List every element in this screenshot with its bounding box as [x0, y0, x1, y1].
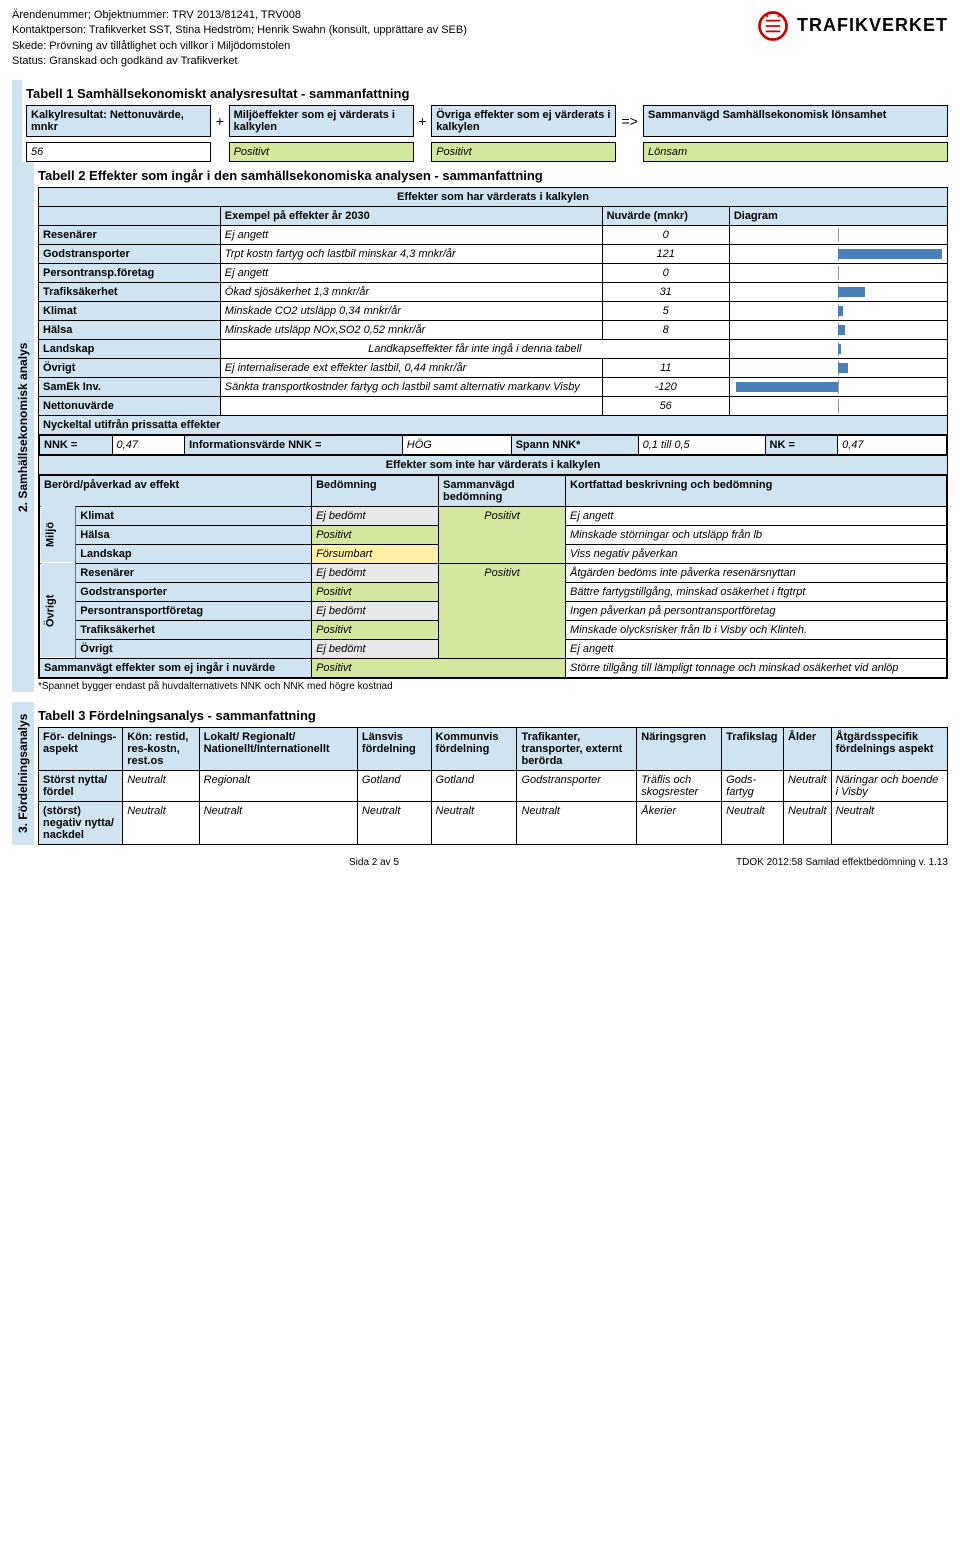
table2: Effekter som har värderats i kalkylen Ex…	[38, 187, 948, 679]
table-row: LandskapLandkapseffekter får inte ingå i…	[39, 339, 948, 358]
t1-h3: Övriga effekter som ej värderats i kalky…	[432, 105, 616, 136]
t1-v4: Lönsam	[644, 142, 948, 161]
table-row: KlimatMinskade CO2 utsläpp 0,34 mnkr/år5	[39, 301, 948, 320]
header-line: Ärendenummer; Objektnummer: TRV 2013/812…	[12, 8, 755, 23]
netto-value: 56	[602, 396, 729, 415]
t1-v2: Positivt	[229, 142, 413, 161]
t2-sub1: Effekter som har värderats i kalkylen	[39, 187, 948, 206]
table-row: ÖvrigtEj internaliserade ext effekter la…	[39, 358, 948, 377]
table-row: ResenärerEj angett0	[39, 225, 948, 244]
t1-v3: Positivt	[432, 142, 616, 161]
logo-text: TRAFIKVERKET	[797, 13, 948, 38]
trafikverket-icon	[755, 8, 791, 44]
section-marker	[12, 80, 22, 162]
netto-label: Nettonuvärde	[39, 396, 221, 415]
page-header: Ärendenummer; Objektnummer: TRV 2013/812…	[12, 8, 948, 70]
table3-title: Tabell 3 Fördelningsanalys - sammanfattn…	[38, 708, 948, 723]
table-row: SamEk Inv.Sänkta transportkostnder farty…	[39, 377, 948, 396]
table-row: GodstransporterTrpt kostn fartyg och las…	[39, 244, 948, 263]
t2-sub2: Effekter som inte har värderats i kalkyl…	[39, 455, 948, 474]
sidebar-section-3: 3. Fördelningsanalys	[12, 702, 34, 845]
table1: Kalkylresultat: Nettonuvärde, mnkr + Mil…	[26, 105, 948, 162]
table3: För- delnings-aspektKön: restid, res-kos…	[38, 727, 948, 845]
t1-h4: Sammanvägd Samhällsekonomisk lönsamhet	[644, 105, 948, 136]
doc-ref: TDOK 2012:58 Samlad effektbedömning v. 1…	[736, 857, 948, 868]
t2-note: *Spannet bygger endast på huvdalternativ…	[38, 681, 948, 692]
t2-h1: Exempel på effekter år 2030	[220, 206, 602, 225]
t2-h2: Nuvärde (mnkr)	[602, 206, 729, 225]
nyckel-label: Nyckeltal utifrån prissatta effekter	[39, 415, 948, 434]
t1-h2: Miljöeffekter som ej värderats i kalkyle…	[229, 105, 413, 136]
table-row: MiljöKlimatEj bedömtPositivtEj angett	[40, 506, 947, 525]
t2-h3: Diagram	[729, 206, 947, 225]
table-row: Persontransp.företagEj angett0	[39, 263, 948, 282]
header-line: Kontaktperson: Trafikverket SST, Stina H…	[12, 23, 755, 38]
t1-h1: Kalkylresultat: Nettonuvärde, mnkr	[27, 105, 211, 136]
table2-title: Tabell 2 Effekter som ingår i den samhäl…	[38, 168, 948, 183]
t1-v1: 56	[27, 142, 211, 161]
table-row: ÖvrigtResenärerEj bedömtPositivtÅtgärden…	[40, 563, 947, 582]
logo: TRAFIKVERKET	[755, 8, 948, 44]
table-row: HälsaMinskade utsläpp NOx,SO2 0,52 mnkr/…	[39, 320, 948, 339]
sidebar-section-2: 2. Samhällsekonomisk analys	[12, 162, 34, 692]
table-row: TrafiksäkerhetÖkad sjösäkerhet 1,3 mnkr/…	[39, 282, 948, 301]
page-footer: Sida 2 av 5 TDOK 2012:58 Samlad effektbe…	[12, 853, 948, 868]
header-line: Skede: Prövning av tillåtlighet och vill…	[12, 39, 755, 54]
table1-title: Tabell 1 Samhällsekonomiskt analysresult…	[26, 86, 948, 101]
header-line: Status: Granskad och godkänd av Trafikve…	[12, 54, 755, 69]
page-number: Sida 2 av 5	[349, 857, 399, 868]
